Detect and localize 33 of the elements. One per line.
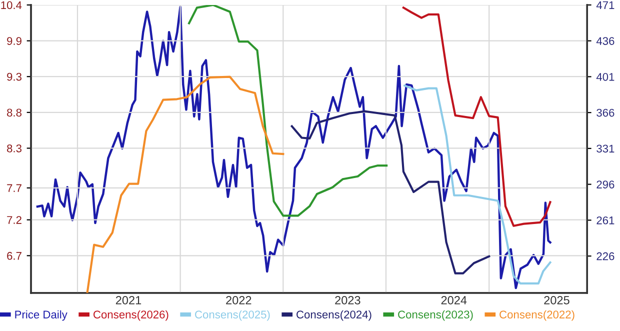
- x-tick-label: 2025: [544, 296, 570, 304]
- y2-tick-label: 261: [596, 216, 614, 224]
- y-tick-label: 7.7: [7, 184, 22, 192]
- y2-tick-label: 401: [596, 72, 614, 81]
- legend-label: Consens(2022): [500, 310, 574, 321]
- x-tick-label: 2023: [335, 296, 360, 304]
- line-series: [188, 4, 388, 217]
- y2-tick-label: 366: [596, 108, 614, 117]
- legend-label: Consens(2024): [296, 310, 372, 321]
- line-series: [36, 6, 552, 290]
- x-tick-label: 2022: [226, 296, 252, 304]
- line-series: [404, 84, 552, 284]
- y2-tick-label: 331: [596, 144, 614, 153]
- x-tick-label: 2024: [441, 296, 467, 304]
- y-tick-label: 9.3: [7, 72, 22, 81]
- y2-tick-label: 296: [596, 180, 614, 188]
- y-tick-label: 8.8: [7, 108, 22, 117]
- legend-label: Price Daily: [15, 310, 68, 321]
- y-tick-label: 10.4: [1, 1, 22, 10]
- x-tick-label: 2021: [116, 296, 142, 304]
- legend-label: Consens(2023): [398, 310, 473, 321]
- line-series: [402, 6, 552, 227]
- line-series: [290, 110, 490, 274]
- line-series: [86, 76, 284, 293]
- y-tick-label: 6.7: [7, 252, 22, 260]
- y2-tick-label: 226: [596, 252, 614, 260]
- y-tick-label: 7.2: [7, 216, 22, 224]
- y-tick-label: 9.9: [7, 37, 22, 45]
- legend-label: Consens(2026): [94, 310, 168, 321]
- y2-tick-label: 436: [596, 37, 614, 45]
- y2-tick-label: 471: [596, 1, 614, 9]
- legend-label: Consens(2025): [195, 310, 270, 321]
- y-tick-label: 8.3: [7, 144, 22, 152]
